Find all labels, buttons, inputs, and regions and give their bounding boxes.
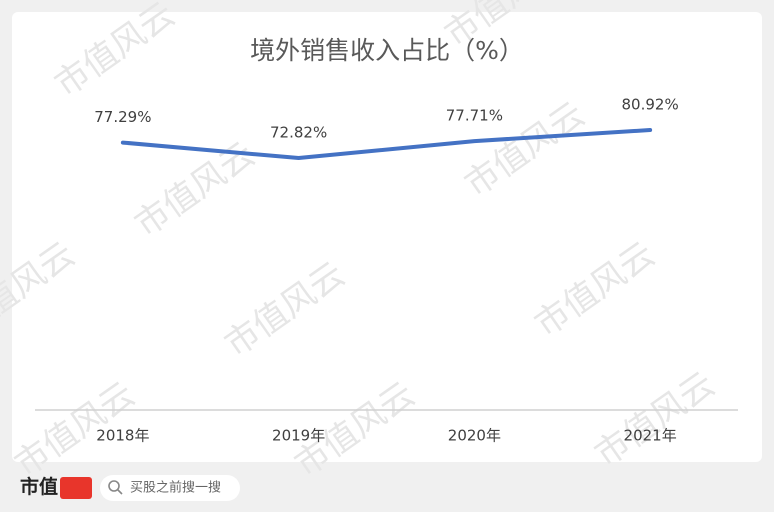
search-text[interactable]: 买股之前搜一搜 [130, 480, 221, 496]
data-label: 72.82% [270, 124, 327, 142]
search-box[interactable] [100, 475, 240, 501]
x-tick-label: 2018年 [96, 427, 149, 445]
x-tick-label: 2020年 [448, 427, 501, 445]
data-label: 80.92% [622, 96, 679, 114]
data-label: 77.71% [446, 107, 503, 125]
search-icon-handle [117, 489, 123, 495]
x-tick-label: 2019年 [272, 427, 325, 445]
x-tick-label: 2021年 [624, 427, 677, 445]
chart-title: 境外销售收入占比（%） [250, 36, 524, 65]
data-label: 77.29% [94, 108, 151, 126]
search-icon [108, 480, 120, 492]
brand-mark [60, 477, 92, 499]
line [120, 128, 653, 161]
brand: 市值 [20, 475, 58, 498]
card [12, 12, 762, 462]
